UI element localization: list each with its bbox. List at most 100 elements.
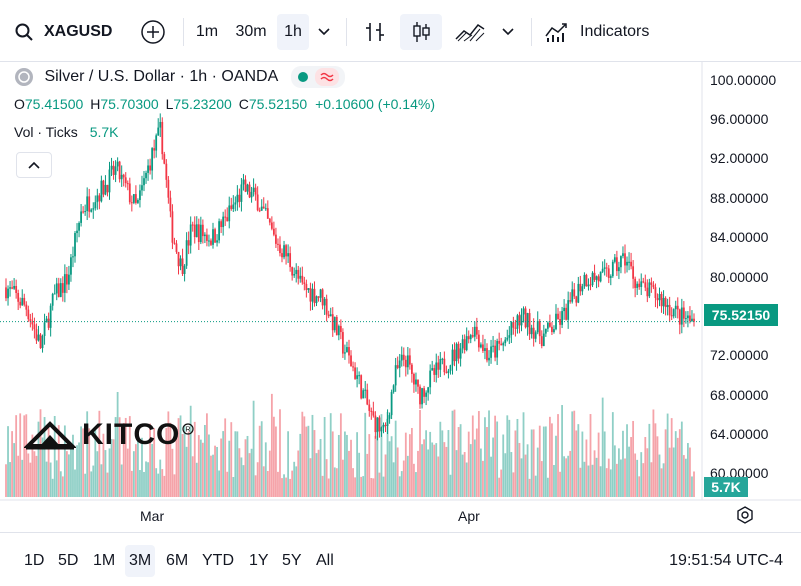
volume-bar <box>577 424 580 497</box>
range-1y[interactable]: 1Y <box>249 552 269 569</box>
volume-bar <box>518 442 521 497</box>
range-3m[interactable]: 3M <box>125 545 156 577</box>
volume-bar <box>666 413 669 497</box>
volume-bar <box>544 426 547 497</box>
volume-bar <box>370 478 373 497</box>
candle-body <box>17 292 20 302</box>
candle-body <box>666 304 669 308</box>
chart-type-dropdown[interactable] <box>496 14 520 50</box>
volume-bar <box>315 453 318 497</box>
volume-bar <box>311 414 314 497</box>
volume-bar <box>451 410 454 497</box>
range-1d[interactable]: 1D <box>24 552 45 569</box>
silver-coin-icon <box>15 68 33 86</box>
volume-bar <box>88 428 91 497</box>
volume-bar <box>488 410 490 497</box>
candle-body <box>13 285 16 289</box>
range-5d[interactable]: 5D <box>58 552 79 569</box>
collapse-legend-button[interactable] <box>16 152 52 178</box>
volume-bar <box>597 432 600 497</box>
legend-title: Silver / U.S. Dollar · 1h · OANDA <box>44 68 279 85</box>
volume-bar <box>587 465 590 497</box>
volume-bar <box>132 451 135 497</box>
candle-body <box>618 267 620 272</box>
range-5y[interactable]: 5Y <box>282 552 302 569</box>
volume-bar <box>116 391 119 497</box>
volume-label: Vol · Ticks <box>14 124 78 140</box>
candle-body <box>687 315 689 319</box>
indicators-button[interactable]: Indicators <box>544 14 664 50</box>
volume-bar <box>161 469 164 497</box>
candle-body <box>559 319 561 325</box>
volume-bar <box>400 471 403 497</box>
volume-bar <box>287 431 290 497</box>
candle-body <box>372 411 375 416</box>
compare-button[interactable] <box>138 14 168 50</box>
candle-body <box>496 340 499 358</box>
volume-bar <box>137 435 139 497</box>
range-ytd[interactable]: YTD <box>202 552 234 569</box>
volume-bar <box>553 465 555 497</box>
interval-1h[interactable]: 1h <box>277 14 309 50</box>
range-6m[interactable]: 6M <box>166 552 189 569</box>
timezone-clock[interactable]: 19:51:54 UTC-4 <box>669 552 783 569</box>
candle-body <box>175 243 178 252</box>
volume-bar <box>687 443 689 497</box>
candle-body <box>264 208 267 210</box>
low-label: L <box>165 96 174 112</box>
volume-bar <box>352 468 354 497</box>
candle-body <box>108 169 111 193</box>
chart-settings-button[interactable] <box>735 505 755 525</box>
interval-1m[interactable]: 1m <box>195 23 219 40</box>
range-1m[interactable]: 1M <box>93 552 116 569</box>
candle-body <box>195 224 198 238</box>
candle-body <box>240 184 243 202</box>
candle-body <box>270 222 273 229</box>
price-tick: 80.00000 <box>710 268 769 285</box>
volume-bar <box>230 422 233 497</box>
volume-bar <box>15 415 18 497</box>
interval-dropdown[interactable] <box>312 14 336 50</box>
candle-body <box>423 388 425 397</box>
candle-body <box>668 304 671 316</box>
range-all[interactable]: All <box>316 552 334 569</box>
candle-body <box>457 343 460 359</box>
volume-bar <box>650 462 653 497</box>
bar-style-button[interactable] <box>358 14 392 50</box>
volume-bar <box>579 467 582 497</box>
candle-body <box>252 187 255 192</box>
candle-body <box>421 388 423 405</box>
volume-bar <box>502 434 505 497</box>
candle-body <box>246 184 249 192</box>
volume-bar <box>660 468 663 497</box>
volume-bar <box>329 413 332 497</box>
candle-body <box>191 224 194 226</box>
volume-bar <box>82 428 85 497</box>
volume-bar <box>333 467 336 497</box>
candle-body <box>301 275 304 283</box>
candle-body <box>94 202 97 209</box>
market-status-pill[interactable] <box>290 66 345 88</box>
volume-bar <box>13 443 16 497</box>
candle-body <box>500 343 503 346</box>
candle-body <box>214 229 216 243</box>
area-style-button[interactable] <box>450 14 490 50</box>
price-tick: 68.00000 <box>710 386 769 403</box>
volume-bar <box>63 425 66 497</box>
volume-bar <box>439 421 442 497</box>
candle-body <box>45 318 48 323</box>
volume-bar <box>366 453 369 497</box>
candle-body <box>354 367 356 379</box>
volume-bar <box>368 434 371 497</box>
volume-bar <box>240 457 243 497</box>
symbol-search[interactable]: XAGUSD <box>14 14 124 50</box>
interval-30m[interactable]: 30m <box>235 23 267 40</box>
volume-bar <box>477 411 480 497</box>
candles-button[interactable] <box>400 14 442 50</box>
volume-bar <box>429 431 432 497</box>
candle-body <box>238 194 241 202</box>
volume-bar <box>536 447 539 497</box>
price-chart[interactable] <box>0 62 801 532</box>
volume-bar <box>214 445 216 497</box>
volume-bar <box>203 424 206 497</box>
